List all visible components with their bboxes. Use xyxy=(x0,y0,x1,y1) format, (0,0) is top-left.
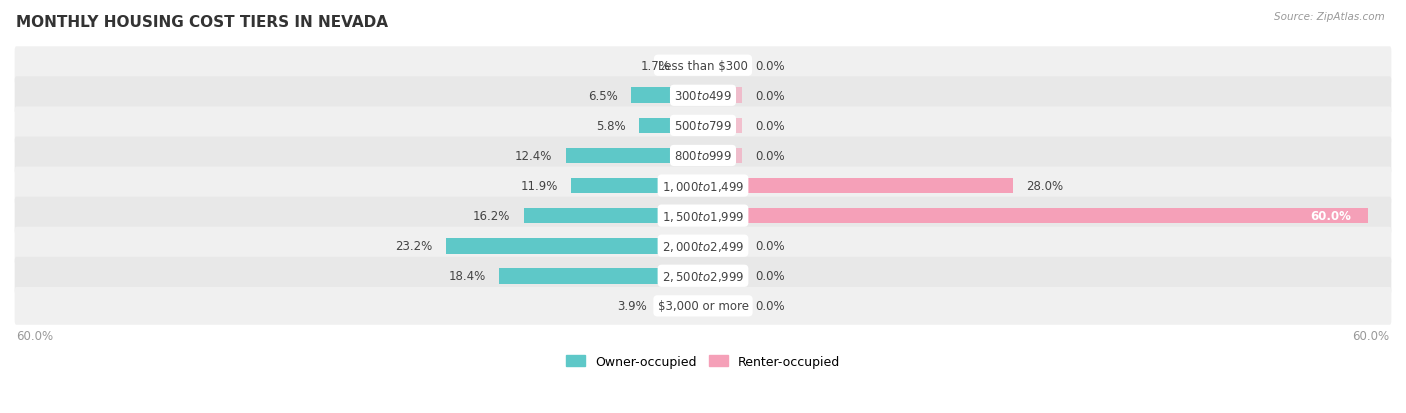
FancyBboxPatch shape xyxy=(14,167,1392,205)
Text: Source: ZipAtlas.com: Source: ZipAtlas.com xyxy=(1274,12,1385,22)
Text: 3.9%: 3.9% xyxy=(617,299,647,313)
Text: $3,000 or more: $3,000 or more xyxy=(658,299,748,313)
Bar xyxy=(499,268,703,284)
Text: 11.9%: 11.9% xyxy=(520,180,558,192)
FancyBboxPatch shape xyxy=(14,77,1392,115)
Text: 0.0%: 0.0% xyxy=(755,90,785,102)
Bar xyxy=(565,148,703,164)
FancyBboxPatch shape xyxy=(14,227,1392,265)
Bar xyxy=(703,88,742,104)
Text: 6.5%: 6.5% xyxy=(588,90,617,102)
Bar xyxy=(631,88,703,104)
Text: $1,000 to $1,499: $1,000 to $1,499 xyxy=(662,179,744,193)
Text: Less than $300: Less than $300 xyxy=(658,59,748,73)
FancyBboxPatch shape xyxy=(14,287,1392,325)
Bar xyxy=(703,208,1368,224)
Bar xyxy=(703,118,742,134)
Text: 28.0%: 28.0% xyxy=(1026,180,1063,192)
Text: $800 to $999: $800 to $999 xyxy=(673,150,733,163)
FancyBboxPatch shape xyxy=(14,137,1392,175)
Bar xyxy=(571,178,703,194)
Legend: Owner-occupied, Renter-occupied: Owner-occupied, Renter-occupied xyxy=(567,355,839,368)
Text: 0.0%: 0.0% xyxy=(755,240,785,253)
Text: $2,000 to $2,499: $2,000 to $2,499 xyxy=(662,239,744,253)
Text: 0.0%: 0.0% xyxy=(755,299,785,313)
Text: 23.2%: 23.2% xyxy=(395,240,433,253)
Text: $2,500 to $2,999: $2,500 to $2,999 xyxy=(662,269,744,283)
Text: 12.4%: 12.4% xyxy=(515,150,553,163)
FancyBboxPatch shape xyxy=(14,107,1392,145)
Text: 60.0%: 60.0% xyxy=(1353,330,1389,342)
Bar xyxy=(703,238,742,254)
Text: 16.2%: 16.2% xyxy=(472,210,510,223)
Bar xyxy=(703,178,1014,194)
FancyBboxPatch shape xyxy=(14,257,1392,295)
Text: 0.0%: 0.0% xyxy=(755,150,785,163)
Bar xyxy=(703,148,742,164)
Bar xyxy=(703,298,742,314)
Text: $300 to $499: $300 to $499 xyxy=(673,90,733,102)
Text: $500 to $799: $500 to $799 xyxy=(673,120,733,133)
Bar xyxy=(638,118,703,134)
Bar xyxy=(446,238,703,254)
Bar xyxy=(703,58,742,74)
FancyBboxPatch shape xyxy=(14,197,1392,235)
Text: 1.7%: 1.7% xyxy=(641,59,671,73)
Text: 5.8%: 5.8% xyxy=(596,120,626,133)
Text: 0.0%: 0.0% xyxy=(755,59,785,73)
Bar xyxy=(685,58,703,74)
Text: 60.0%: 60.0% xyxy=(1310,210,1351,223)
Text: $1,500 to $1,999: $1,500 to $1,999 xyxy=(662,209,744,223)
FancyBboxPatch shape xyxy=(14,47,1392,85)
Text: 18.4%: 18.4% xyxy=(449,270,486,282)
Bar xyxy=(659,298,703,314)
Bar xyxy=(703,268,742,284)
Text: 60.0%: 60.0% xyxy=(17,330,53,342)
Text: MONTHLY HOUSING COST TIERS IN NEVADA: MONTHLY HOUSING COST TIERS IN NEVADA xyxy=(17,15,388,30)
Text: 0.0%: 0.0% xyxy=(755,120,785,133)
Bar xyxy=(523,208,703,224)
Text: 0.0%: 0.0% xyxy=(755,270,785,282)
